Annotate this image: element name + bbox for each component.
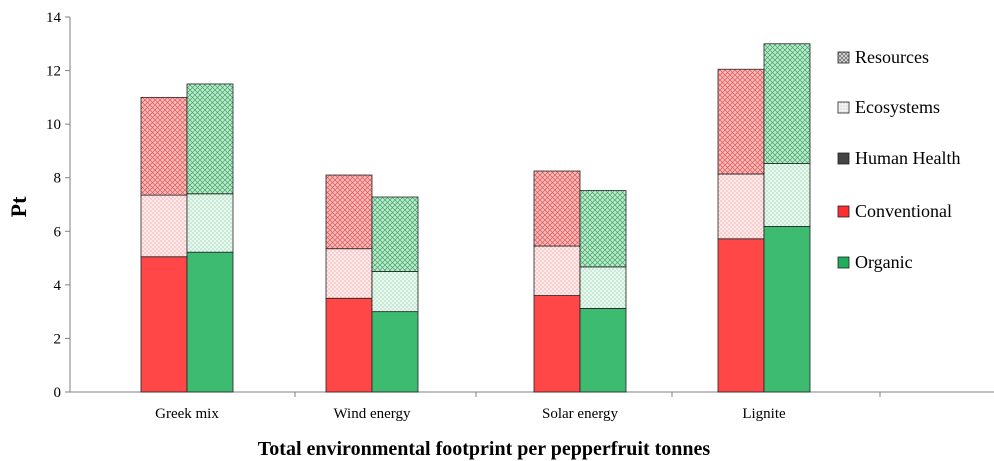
bar-conventional-human-health-1 [325, 297, 373, 393]
bar-organic-ecosystems-2 [579, 266, 627, 309]
y-tick-label-4: 8 [54, 171, 62, 187]
legend-swatch-organic [837, 256, 850, 269]
bar-conventional-human-health-3 [717, 238, 765, 393]
x-tick-label-1: Wind energy [333, 406, 411, 422]
y-tick-label-3: 6 [54, 224, 62, 240]
bars [140, 43, 811, 393]
bar-organic-resources-2 [579, 190, 627, 268]
bar-organic-ecosystems-3 [763, 163, 811, 227]
bar-organic-human-health-1 [371, 311, 419, 393]
bar-conventional-resources-0 [140, 96, 188, 196]
legend-swatch-ecosystems [837, 101, 850, 114]
bar-conventional-resources-2 [533, 170, 581, 247]
x-tick-label-0: Greek mix [155, 406, 219, 422]
legend: Resources Ecosystems Human Health Conventio… [837, 47, 960, 272]
bar-conventional-ecosystems-2 [533, 245, 581, 296]
bar-organic-resources-3 [763, 43, 811, 164]
y-tick-label-6: 12 [46, 64, 61, 80]
x-tick-label-2: Solar energy [542, 406, 618, 422]
y-tick-label-1: 2 [54, 331, 62, 347]
x-tick-label-3: Lignite [742, 406, 786, 422]
y-tick-label-2: 4 [54, 278, 62, 294]
bar-conventional-human-health-0 [140, 256, 188, 393]
bar-conventional-ecosystems-0 [140, 194, 188, 258]
legend-swatch-conventional [837, 205, 850, 218]
legend-swatch-human-health [837, 152, 850, 165]
bar-organic-ecosystems-1 [371, 271, 419, 313]
bar-organic-resources-1 [371, 196, 419, 272]
bar-organic-human-health-3 [763, 226, 811, 393]
y-tick-label-0: 0 [54, 385, 62, 401]
legend-label-resources: Resources [855, 47, 929, 67]
x-axis-title: Total environmental footprint per pepper… [258, 438, 711, 460]
bar-organic-human-health-0 [186, 251, 234, 393]
y-tick-label-5: 10 [46, 117, 61, 133]
legend-label-ecosystems: Ecosystems [855, 97, 940, 117]
legend-label-conventional: Conventional [855, 201, 952, 221]
bar-organic-resources-0 [186, 83, 234, 195]
legend-label-organic: Organic [855, 252, 913, 272]
y-axis-title: Pt [6, 196, 31, 217]
bar-conventional-ecosystems-3 [717, 173, 765, 240]
bar-conventional-human-health-2 [533, 295, 581, 393]
bar-organic-human-health-2 [579, 308, 627, 393]
legend-swatch-resources [837, 51, 850, 64]
bar-conventional-resources-1 [325, 174, 373, 250]
y-tick-label-7: 14 [46, 10, 62, 26]
axes: 0 2 4 6 8 10 12 14 Greek mix Wind energy Solar ene… [46, 10, 994, 422]
bar-organic-ecosystems-0 [186, 193, 234, 253]
legend-label-human-health: Human Health [855, 148, 960, 168]
bar-conventional-resources-3 [717, 68, 765, 175]
bar-conventional-ecosystems-1 [325, 248, 373, 299]
